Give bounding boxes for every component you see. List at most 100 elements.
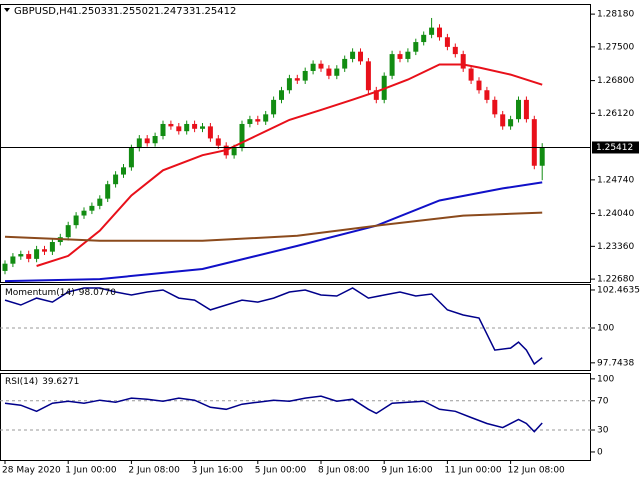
candle-body: [350, 51, 356, 59]
candle-body: [342, 58, 348, 69]
candle-body: [492, 99, 498, 115]
candle-body: [421, 34, 427, 43]
y-tick-label: 70: [597, 396, 609, 406]
y-tick-label: 1.28180: [597, 10, 634, 20]
x-tick-label: 1 Jun 00:00: [65, 466, 117, 476]
candle-body: [429, 27, 435, 35]
indicator-name: RSI(14): [5, 377, 38, 387]
candle-body: [476, 80, 482, 91]
candle-body: [42, 249, 47, 252]
candle-body: [516, 99, 521, 120]
candle-body: [247, 119, 253, 124]
candle-body: [263, 114, 269, 122]
candle-body: [152, 136, 158, 144]
candle-body: [389, 54, 395, 76]
x-tick-label: 3 Jun 16:00: [192, 466, 244, 476]
candle-body: [2, 263, 8, 271]
x-tick-label: 12 Jun 08:00: [508, 466, 565, 476]
candle-body: [239, 123, 245, 149]
candle-body: [358, 51, 363, 62]
candle-body: [136, 138, 142, 149]
y-tick-label: 0: [597, 447, 603, 457]
low-value: 1.24733: [154, 6, 195, 17]
indicator-line: [36, 63, 543, 267]
candle-body: [460, 54, 466, 69]
candle-body: [531, 119, 537, 166]
candle-body: [184, 123, 190, 132]
candle-body: [73, 215, 79, 226]
candle-body: [128, 148, 134, 168]
indicator-line: [4, 181, 543, 283]
y-tick-label: 100: [597, 374, 614, 384]
y-tick-label: 30: [597, 426, 609, 436]
candles: [2, 17, 545, 275]
candle-body: [121, 167, 126, 175]
panel-frame: [0, 373, 591, 461]
y-tick-label: 1.24040: [597, 209, 634, 219]
candle-body: [160, 123, 166, 137]
chart-title: GBPUSD,H4: [14, 6, 73, 17]
candle-body: [508, 119, 514, 127]
open-value: 1.25033: [72, 6, 113, 17]
y-tick-label: 102.4635: [597, 285, 640, 295]
candle-body: [444, 37, 450, 47]
candle-body: [286, 78, 292, 91]
candle-body: [302, 70, 308, 81]
candle-body: [89, 205, 95, 211]
candle-body: [279, 90, 284, 100]
indicator-line: [4, 395, 543, 433]
candle-body: [523, 99, 529, 120]
candle-body: [176, 126, 182, 132]
x-tick-label: 11 Jun 00:00: [444, 466, 501, 476]
candle-body: [215, 138, 221, 146]
x-tick-label: 5 Jun 00:00: [255, 466, 307, 476]
candle-body: [144, 138, 150, 144]
y-tick-label: 1.22680: [597, 275, 634, 285]
y-tick-label: 1.23360: [597, 242, 634, 252]
x-tick-label: 28 May 2020: [2, 466, 61, 476]
panel-frame: [0, 4, 591, 283]
candle-body: [413, 42, 419, 52]
menu-arrow[interactable]: [4, 8, 10, 12]
candle-body: [10, 256, 16, 264]
candle-body: [294, 78, 300, 81]
candle-body: [539, 147, 545, 166]
candle-body: [97, 198, 103, 206]
candle-body: [405, 51, 411, 59]
candle-body: [231, 148, 237, 156]
candle-body: [200, 126, 205, 129]
candle-body: [468, 68, 474, 81]
candle-body: [113, 174, 119, 185]
candle-body: [81, 210, 87, 216]
y-tick-label: 97.7438: [597, 358, 634, 368]
candle-body: [18, 254, 24, 257]
y-tick-label: 100: [597, 324, 614, 334]
x-tick-label: 2 Jun 08:00: [128, 466, 180, 476]
y-tick-label: 1.27500: [597, 42, 634, 52]
close-value: 1.25412: [195, 6, 236, 17]
candle-body: [437, 27, 442, 38]
x-tick-label: 9 Jun 16:00: [381, 466, 433, 476]
candle-body: [49, 242, 55, 252]
candle-body: [105, 184, 111, 199]
candle-body: [484, 90, 490, 100]
candle-body: [326, 68, 332, 76]
y-tick-label: 1.26120: [597, 109, 634, 119]
candle-body: [207, 126, 213, 139]
candle-body: [452, 46, 458, 55]
candle-body: [34, 249, 40, 259]
indicator-title: Momentum(14) 98.0770: [5, 288, 116, 298]
candle-body: [65, 225, 71, 238]
candle-body: [255, 119, 261, 122]
candle-body: [26, 254, 32, 259]
indicator-title: RSI(14) 39.6271: [5, 377, 79, 387]
x-tick-label: 8 Jun 08:00: [318, 466, 370, 476]
candle-body: [500, 114, 506, 127]
candle-body: [334, 68, 340, 76]
indicator-name: Momentum(14): [5, 288, 75, 298]
current-price-box: [592, 141, 639, 154]
indicator-value: 98.0770: [79, 288, 116, 298]
candle-body: [397, 54, 403, 59]
candle-body: [168, 123, 174, 127]
